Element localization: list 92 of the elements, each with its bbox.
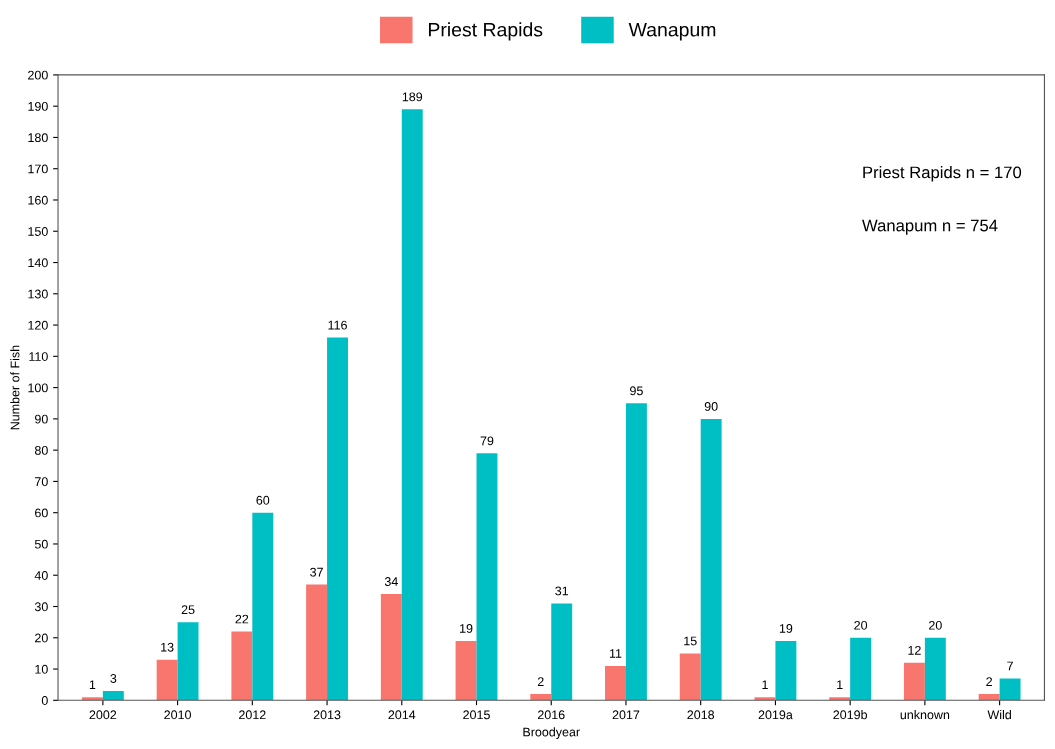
bar <box>978 694 1000 701</box>
data-label: 22 <box>235 614 249 624</box>
y-tick-label: 110 <box>29 352 48 361</box>
y-tick-label: 160 <box>28 195 48 205</box>
legend-label: Wanapum <box>628 22 716 41</box>
data-label: 1 <box>89 680 96 690</box>
y-axis-title: Number of Fish <box>10 345 20 430</box>
y-tick-label: 10 <box>35 664 48 674</box>
bar <box>530 694 552 701</box>
y-tick-label: 50 <box>34 539 48 549</box>
bar <box>551 603 573 701</box>
annotation: Wanapum n = 754 <box>862 219 998 235</box>
data-label: 7 <box>1007 661 1013 671</box>
bar <box>850 637 872 701</box>
y-tick-label: 140 <box>28 258 48 268</box>
data-label: 189 <box>402 92 423 102</box>
y-tick-label: 120 <box>28 320 48 330</box>
bar <box>754 697 776 701</box>
x-tick-label: 2010 <box>164 710 192 720</box>
x-axis-title: Broodyear <box>523 727 580 739</box>
data-label: 31 <box>555 586 569 596</box>
legend-label: Priest Rapids <box>428 22 543 41</box>
x-tick-label: 2012 <box>239 710 266 720</box>
data-label: 25 <box>181 605 195 615</box>
bar <box>380 593 402 701</box>
x-tick-label: Wild <box>987 710 1011 720</box>
y-tick-label: 80 <box>34 445 48 455</box>
bar <box>625 403 647 701</box>
x-tick-label: 2013 <box>313 710 341 720</box>
bar <box>999 678 1021 701</box>
bar <box>924 637 946 701</box>
data-label: 11 <box>609 649 622 658</box>
data-label: 15 <box>684 636 697 646</box>
y-tick-label: 170 <box>28 164 48 174</box>
bar <box>306 584 328 701</box>
y-tick-label: 190 <box>28 101 48 111</box>
bar <box>476 453 498 701</box>
bar <box>231 631 253 701</box>
x-tick-label: 2016 <box>537 710 565 720</box>
bar <box>252 512 274 701</box>
y-tick-label: 130 <box>28 289 48 299</box>
bar <box>679 653 701 701</box>
data-label: 60 <box>256 495 270 505</box>
y-tick-label: 200 <box>28 70 48 80</box>
data-label: 34 <box>384 577 398 586</box>
x-tick-label: 2002 <box>89 710 117 720</box>
y-tick-label: 90 <box>34 414 48 424</box>
y-tick-label: 150 <box>28 227 48 236</box>
data-label: 1 <box>762 680 768 690</box>
x-tick-label: 2015 <box>463 710 490 720</box>
bar <box>903 662 925 701</box>
data-label: 79 <box>480 436 494 446</box>
data-label: 20 <box>929 620 942 630</box>
y-tick-label: 100 <box>28 383 48 393</box>
data-label: 12 <box>908 645 921 655</box>
x-tick-label: 2017 <box>612 710 640 720</box>
data-label: 19 <box>460 624 473 633</box>
data-label: 90 <box>704 402 718 411</box>
data-label: 19 <box>779 624 793 633</box>
bar <box>700 418 722 701</box>
bar <box>156 659 178 701</box>
y-tick-label: 0 <box>41 696 48 705</box>
bar <box>81 697 103 701</box>
data-label: 2 <box>537 677 544 686</box>
y-tick-label: 180 <box>28 133 48 143</box>
bar <box>775 640 797 701</box>
x-tick-label: 2019a <box>758 710 793 720</box>
bar <box>327 337 348 701</box>
data-label: 3 <box>110 674 117 683</box>
annotation: Priest Rapids n = 170 <box>863 166 1022 182</box>
data-label: 20 <box>854 620 868 630</box>
x-tick-label: 2018 <box>687 710 715 720</box>
data-label: 116 <box>328 320 347 330</box>
y-tick-label: 30 <box>34 602 48 612</box>
data-label: 2 <box>986 677 992 686</box>
data-label: 37 <box>310 567 323 577</box>
bar <box>829 697 851 701</box>
bar <box>177 622 199 701</box>
y-tick-label: 60 <box>35 508 48 518</box>
y-tick-label: 40 <box>34 571 48 580</box>
data-label: 95 <box>630 386 643 396</box>
bar <box>605 665 626 701</box>
x-tick-label: 2019b <box>833 710 868 720</box>
bar <box>102 690 124 701</box>
data-label: 1 <box>837 680 843 690</box>
y-tick-label: 20 <box>35 633 48 643</box>
x-tick-label: 2014 <box>388 710 416 720</box>
bar <box>401 109 423 701</box>
bar <box>455 640 477 701</box>
y-tick-label: 70 <box>35 477 48 487</box>
x-tick-label: unknown <box>900 710 950 720</box>
data-label: 13 <box>161 642 174 652</box>
